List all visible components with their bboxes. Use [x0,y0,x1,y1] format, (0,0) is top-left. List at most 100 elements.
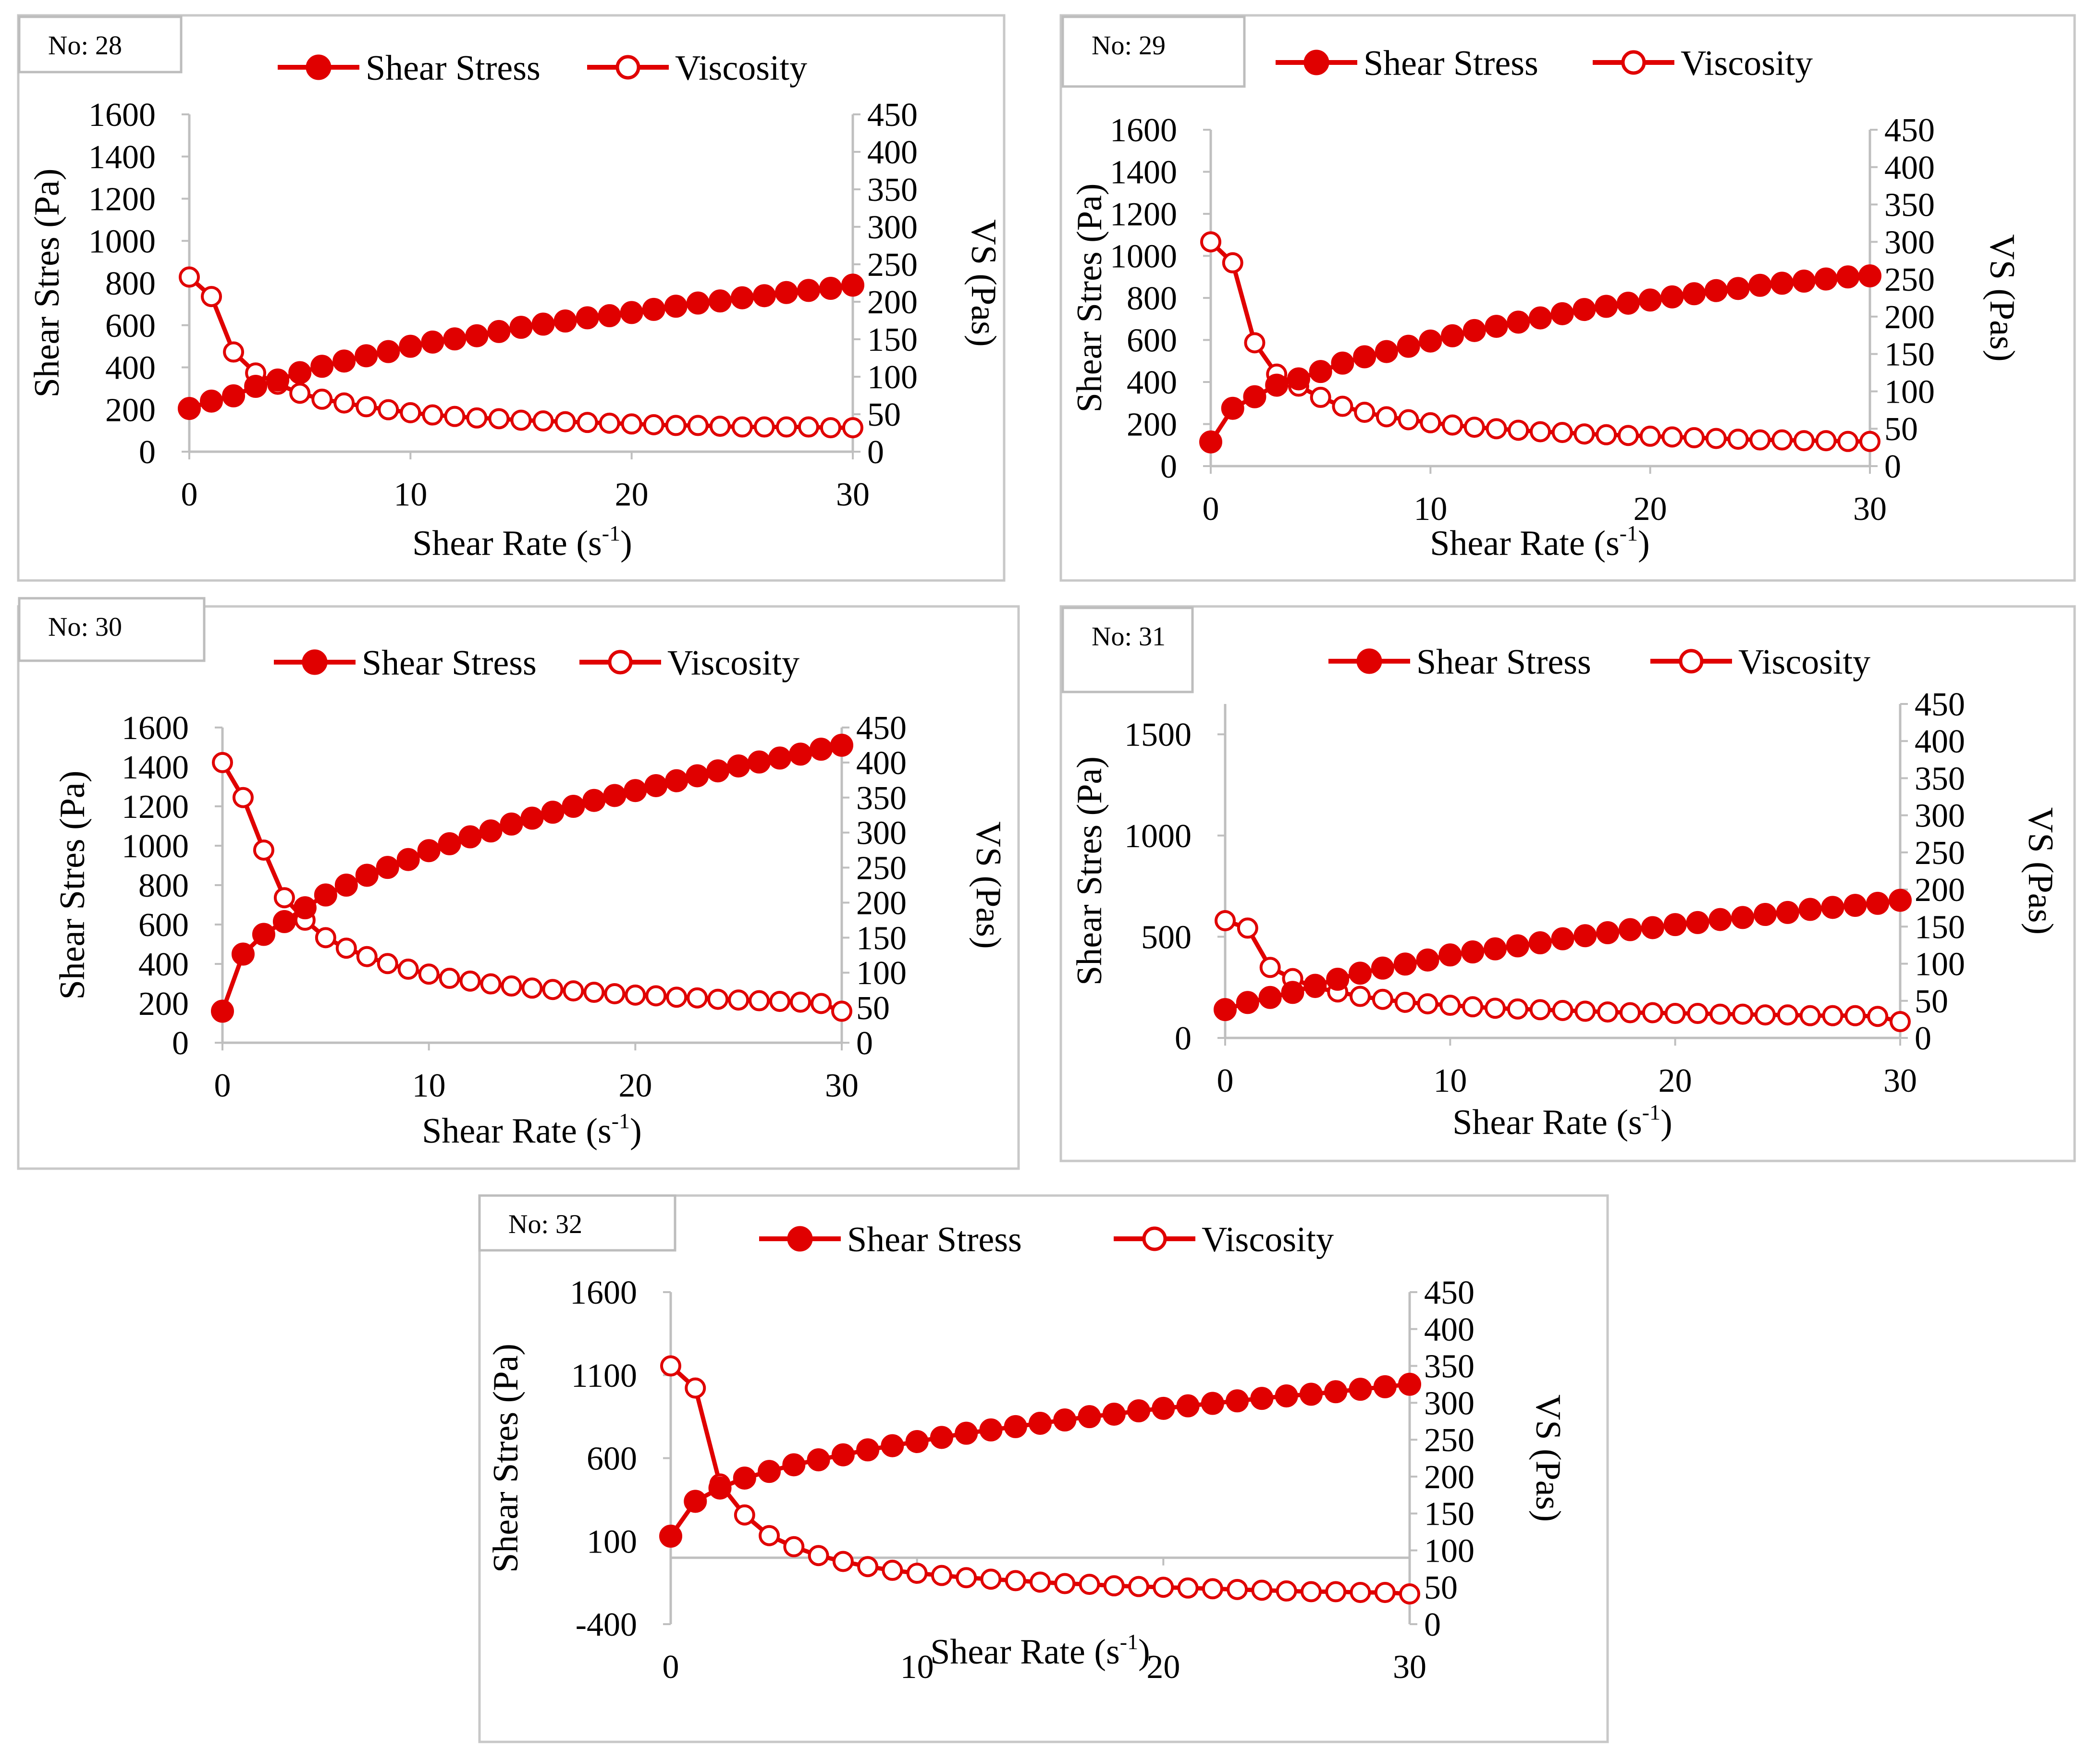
shear-stress-point [686,764,709,788]
viscosity-point [1727,429,1749,450]
shear-stress-point [1507,310,1530,334]
panel-frame [17,605,1020,1170]
x-tick-label: 20 [615,476,649,513]
viscosity-point [1486,418,1507,440]
y-tick-label: 1200 [1110,196,1177,233]
viscosity-point [1749,429,1771,451]
y2-axis-title: VS (Pas) [1528,1394,1568,1522]
shear-stress-point [1201,1392,1224,1415]
y2-tick-label: 100 [856,955,907,992]
y-tick-label: 800 [1127,280,1177,317]
y-tick-label: -400 [576,1606,637,1643]
viscosity-point [811,993,832,1014]
viscosity-point [1276,1580,1297,1602]
shear-stress-point [1441,324,1464,347]
viscosity-point [790,991,811,1013]
legend-viscosity-marker [1621,50,1646,75]
shear-stress-point [930,1426,953,1449]
y2-tick-label: 300 [1884,224,1935,261]
viscosity-point [820,417,841,439]
shear-stress-point [1641,916,1664,939]
viscosity-point [831,1000,852,1022]
y2-tick-label: 300 [856,815,907,852]
viscosity-point [1771,429,1793,451]
shear-stress-point [831,1443,855,1467]
x-axis-title: Shear Rate (s-1) [1452,1100,1672,1142]
viscosity-point [1664,1003,1686,1024]
y-tick-label: 0 [1160,448,1177,485]
shear-stress-point [603,784,627,807]
viscosity-point [1200,231,1221,253]
viscosity-point [1439,995,1461,1016]
x-axis-title: Shear Rate (s-1) [930,1629,1150,1672]
viscosity-point [1732,1003,1754,1025]
shear-stress-point [1226,1389,1249,1413]
viscosity-point [1222,252,1243,273]
shear-stress-point [684,1490,707,1513]
y2-tick-label: 400 [1884,149,1935,186]
x-tick-label: 20 [1634,491,1667,528]
shear-stress-point [1176,1394,1200,1418]
viscosity-point [980,1568,1002,1590]
viscosity-point [1202,1578,1223,1600]
shear-stress-point [955,1421,978,1445]
y2-axis-title: VS (Pas) [964,219,1003,346]
shear-stress-point [310,355,334,378]
viscosity-point [577,412,598,433]
viscosity-point [1822,1005,1843,1026]
viscosity-point [1398,409,1419,431]
y-axis-title: Shear Stres (Pa) [53,771,92,1000]
y-tick-label: 1600 [570,1274,637,1311]
y-tick-label: 0 [1175,1020,1192,1057]
y-tick-label: 600 [105,308,156,345]
shear-stress-point [706,759,730,783]
shear-stress-point [1331,351,1354,375]
shear-stress-point [1616,291,1640,315]
y-tick-label: 600 [138,907,189,944]
viscosity-point [1442,414,1463,436]
shear-stress-point [1375,340,1398,363]
shear-stress-point [1281,981,1304,1004]
viscosity-point [685,1377,706,1399]
panel-frame [1059,14,2076,582]
panel-frame [478,1194,1609,1743]
viscosity-point [1661,426,1683,448]
viscosity-point [1332,395,1353,417]
shear-stress-point [1550,302,1574,325]
viscosity-point [842,417,863,439]
viscosity-point [333,392,355,414]
y2-tick-label: 350 [1424,1348,1475,1385]
shear-stress-point [355,863,379,887]
legend-shear-stress-marker [306,54,332,80]
shear-stress-point [200,389,223,413]
viscosity-point [1620,1002,1641,1024]
y-tick-label: 200 [105,392,156,429]
shear-stress-point [582,789,606,812]
shear-stress-point [1836,265,1860,289]
shear-stress-point [1704,279,1728,302]
shear-stress-point [1029,1411,1052,1435]
shear-stress-point [686,291,710,315]
viscosity-point [1417,993,1438,1014]
viscosity-point [223,341,245,363]
chart-panel-5: No: 32 Shear Stress Viscosity-400100600110… [478,1194,1609,1743]
shear-stress-point [598,304,621,328]
shear-stress-point [1595,295,1618,318]
viscosity-point [1462,996,1484,1018]
viscosity-point [1030,1571,1051,1593]
legend-viscosity-label: Viscosity [675,49,807,88]
viscosity-point [1227,1579,1248,1600]
shear-stress-point [211,999,234,1023]
panel-label: No: 28 [48,31,122,61]
shear-stress-point [231,942,255,966]
viscosity-point [400,402,421,423]
shear-stress-point [979,1418,1003,1442]
shear-stress-point [479,819,503,843]
x-tick-label: 30 [1393,1649,1426,1686]
x-tick-label: 0 [181,476,198,513]
shear-stress-point [252,923,275,946]
viscosity-point [775,416,797,438]
y2-tick-label: 250 [1884,261,1935,298]
viscosity-point [1237,917,1258,939]
